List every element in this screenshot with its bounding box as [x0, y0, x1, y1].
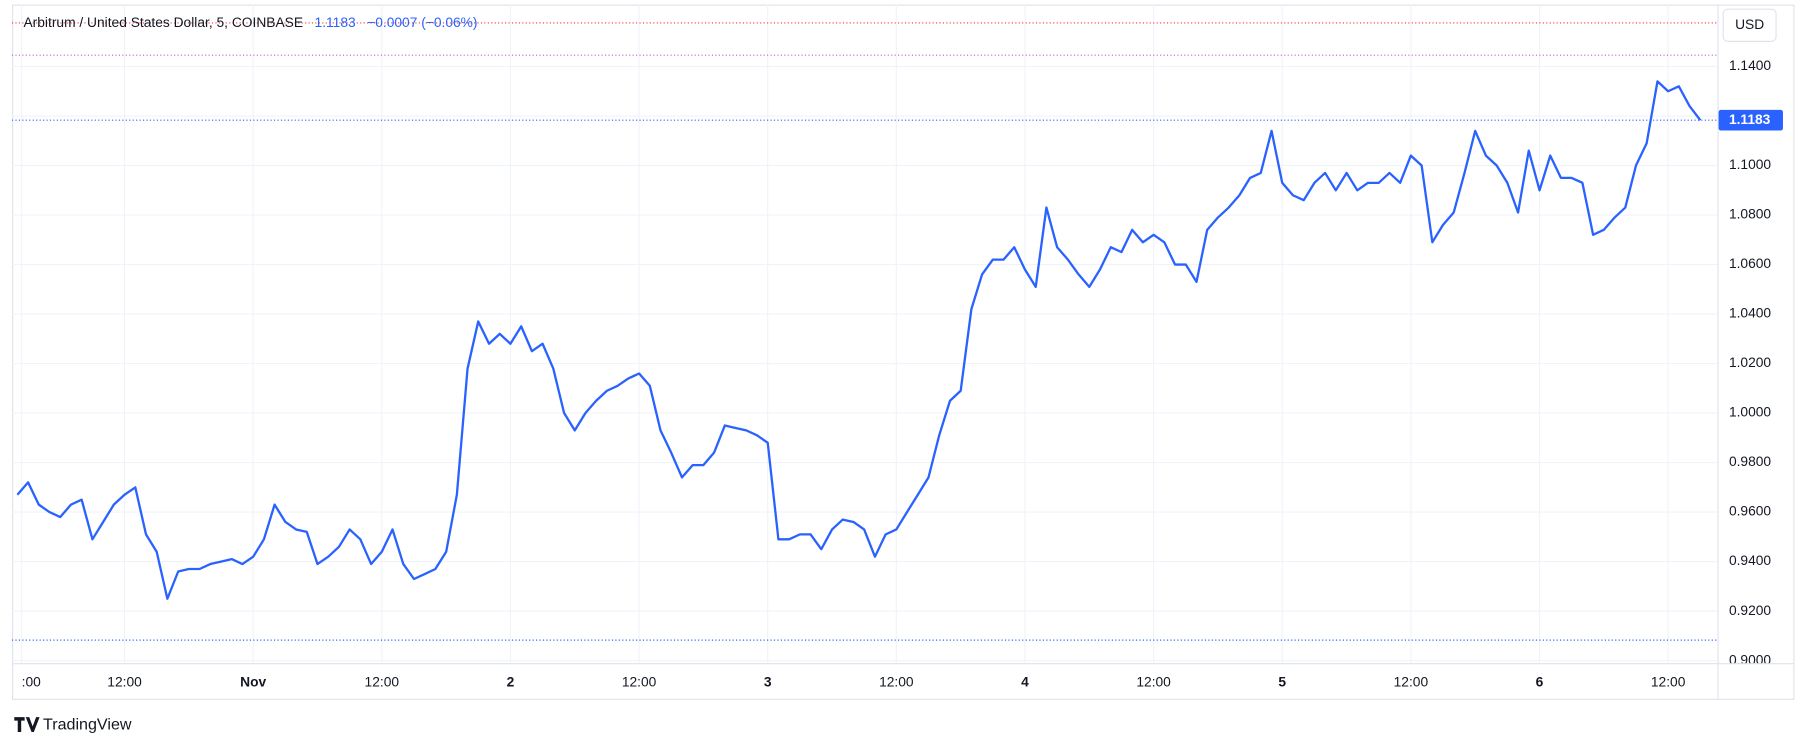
x-tick-label: 12:00	[365, 674, 400, 689]
x-tick-label: 12:00	[1651, 674, 1686, 689]
legend-header: Arbitrum / United States Dollar, 5, COIN…	[23, 15, 477, 30]
last-price: 1.1183	[315, 15, 356, 30]
y-tick-label: 1.0200	[1729, 355, 1771, 370]
y-tick-label: 0.9800	[1729, 454, 1771, 469]
x-tick-label: :00	[22, 674, 41, 689]
x-tick-label: 4	[1021, 674, 1029, 689]
y-tick-label: 0.9000	[1729, 652, 1771, 667]
x-tick-label: 12:00	[879, 674, 914, 689]
x-tick-label: 12:00	[107, 674, 142, 689]
y-tick-label: 0.9600	[1729, 504, 1771, 519]
currency-button[interactable]	[1722, 8, 1777, 42]
x-tick-label: 5	[1278, 674, 1286, 689]
logo-icon	[14, 717, 40, 733]
y-tick-label: 1.0400	[1729, 306, 1771, 321]
y-tick-label: 0.9200	[1729, 603, 1771, 618]
plot-area	[16, 80, 1702, 600]
y-tick-label: 1.1000	[1729, 157, 1771, 172]
y-tick-label: 1.1400	[1729, 58, 1771, 73]
symbol-title: Arbitrum / United States Dollar, 5, COIN…	[23, 15, 303, 30]
x-tick-label: 12:00	[1136, 674, 1171, 689]
chart-frame	[11, 4, 1795, 700]
x-tick-label: 2	[507, 674, 515, 689]
logo-text: TradingView	[43, 715, 132, 733]
currency-label[interactable]: USD	[1735, 17, 1764, 32]
time-axis: :00 12:00 Nov 12:00 2 12:00 3 12:00 4 12:00 5 12:00…	[22, 674, 1686, 689]
current-price-badge	[1718, 109, 1783, 131]
x-tick-label: Nov	[240, 674, 266, 689]
x-tick-label: 3	[764, 674, 772, 689]
grid	[11, 4, 1718, 664]
y-tick-label: 1.0600	[1729, 256, 1771, 271]
y-tick-label: 1.0800	[1729, 207, 1771, 222]
x-tick-label: 12:00	[622, 674, 657, 689]
x-tick-label: 12:00	[1394, 674, 1429, 689]
logo: TradingView	[14, 715, 132, 733]
price-line-series	[16, 80, 1702, 600]
price-change: −0.0007 (−0.06%)	[367, 15, 477, 30]
current-price-label: 1.1183	[1729, 112, 1771, 127]
y-tick-label: 1.0000	[1729, 405, 1771, 420]
x-tick-label: 6	[1536, 674, 1544, 689]
y-tick-label: 0.9400	[1729, 553, 1771, 568]
